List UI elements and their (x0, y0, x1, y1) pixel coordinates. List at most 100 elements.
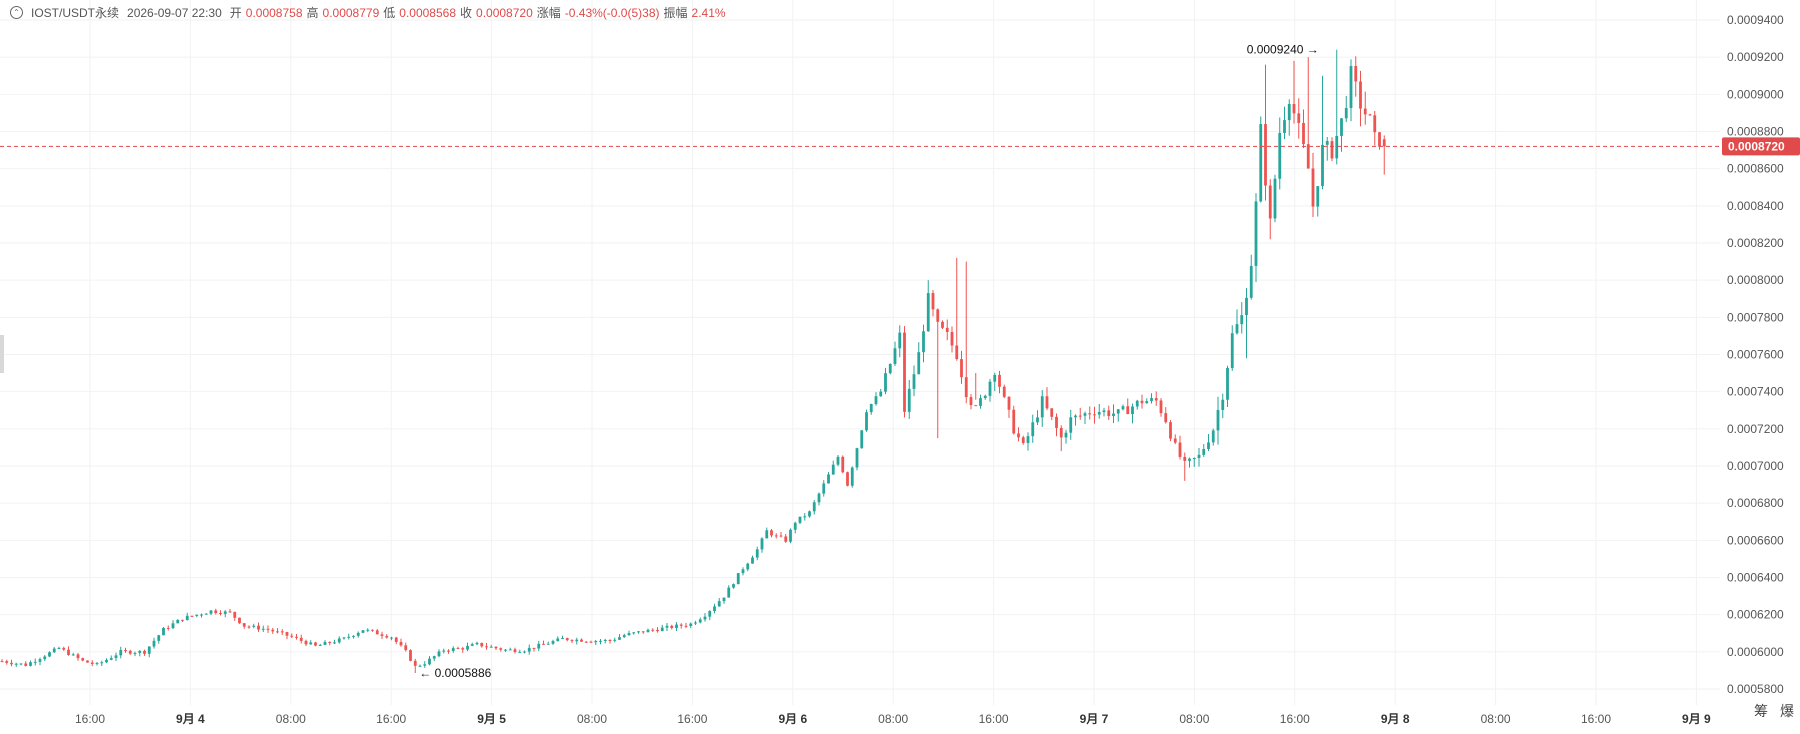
candle-body (1102, 410, 1106, 413)
candle-body (570, 640, 574, 642)
high-label: 高 (306, 6, 319, 20)
candle-body (1230, 333, 1234, 369)
candle-body (1335, 135, 1339, 159)
candle-body (1112, 413, 1115, 417)
candle-body (1382, 139, 1386, 147)
candle-body (1330, 141, 1334, 159)
candle-body (219, 612, 222, 614)
candle-body (480, 642, 484, 647)
y-tick-label: 0.0009000 (1727, 87, 1784, 101)
candle-body (1131, 406, 1134, 415)
candle-body (394, 637, 398, 642)
candle-body (508, 649, 512, 651)
candle-body (808, 511, 811, 517)
y-tick-label: 0.0006200 (1727, 608, 1784, 622)
candle-body (90, 662, 94, 664)
high-value: 0.0008779 (322, 5, 380, 20)
candle-body (413, 660, 417, 666)
candle-body (784, 536, 788, 542)
candle-body (451, 648, 455, 651)
candle-body (898, 332, 902, 349)
candle-body (200, 614, 203, 616)
candle-body (1306, 144, 1310, 169)
drag-handle-icon[interactable] (0, 335, 4, 373)
candle-body (109, 658, 113, 660)
candle-body (242, 623, 246, 627)
candle-body (670, 625, 674, 629)
candle-body (456, 648, 460, 650)
candle-body (698, 619, 702, 623)
candle-body (1325, 141, 1329, 145)
candle-body (575, 639, 579, 642)
x-tick-label: 9月 4 (176, 712, 205, 726)
candle-body (979, 398, 982, 406)
y-tick-label: 0.0008000 (1727, 273, 1784, 287)
candle-body (1045, 396, 1049, 409)
candle-body (475, 642, 479, 645)
candle-body (1249, 265, 1253, 298)
candle-body (494, 646, 498, 649)
change-label: 涨幅 (536, 6, 561, 20)
candle-body (518, 651, 522, 653)
candle-body (1349, 66, 1353, 109)
candle-body (261, 628, 265, 630)
x-tick-label: 08:00 (577, 712, 607, 726)
candle-body (337, 638, 341, 643)
candle-body (323, 641, 327, 645)
candle-body (67, 649, 70, 655)
chip-distribution-icon[interactable]: 筹 (1754, 703, 1768, 719)
candle-body (684, 625, 688, 627)
candle-body (1354, 66, 1358, 82)
candle-body (447, 650, 450, 652)
y-tick-label: 0.0007200 (1727, 422, 1784, 436)
candle-body (603, 640, 607, 642)
candle-body (1145, 401, 1149, 404)
candle-body (703, 616, 707, 620)
candle-body (1097, 412, 1101, 415)
candle-body (366, 629, 370, 631)
candle-body (523, 651, 526, 653)
y-tick-label: 0.0006800 (1727, 496, 1784, 510)
candle-body (907, 388, 911, 412)
candle-body (105, 659, 108, 663)
candle-body (974, 405, 978, 407)
candle-body (1316, 186, 1320, 207)
candle-body (1116, 409, 1120, 414)
candle-body (931, 293, 935, 310)
candle-body (1216, 410, 1220, 431)
x-tick-label: 16:00 (979, 712, 1009, 726)
candle-body (599, 640, 602, 642)
candle-body (1107, 410, 1111, 417)
candle-body (561, 638, 564, 640)
chevron-up-circle-icon[interactable]: ⌃ (10, 6, 23, 19)
corner-tools: 筹 爆 (1754, 701, 1794, 721)
candle-body (233, 611, 237, 618)
close-label: 收 (460, 6, 473, 20)
candle-body (637, 631, 640, 633)
amplitude-label: 振幅 (663, 6, 688, 20)
candle-body (1159, 400, 1163, 414)
candle-body (551, 641, 555, 644)
candle-body (822, 483, 826, 494)
candle-body (266, 628, 270, 630)
candle-body (969, 397, 973, 406)
symbol-label[interactable]: IOST/USDT永续 (31, 6, 120, 20)
candle-body (936, 309, 940, 322)
candle-body (751, 557, 754, 564)
liquidation-icon[interactable]: 爆 (1780, 703, 1794, 719)
candle-body (1126, 406, 1130, 415)
low-label: 低 (383, 6, 396, 20)
candle-body (314, 642, 317, 646)
high-annotation: 0.0009240 → (1247, 43, 1319, 57)
current-price-label: 0.0008720 (1728, 139, 1785, 153)
candle-body (1292, 104, 1296, 114)
candle-body (941, 321, 944, 328)
open-value: 0.0008758 (245, 5, 303, 20)
candle-body (1178, 442, 1182, 457)
candle-body (546, 643, 550, 645)
candle-body (228, 611, 232, 613)
amplitude-value: 2.41% (691, 5, 726, 20)
candle-body (252, 625, 256, 627)
